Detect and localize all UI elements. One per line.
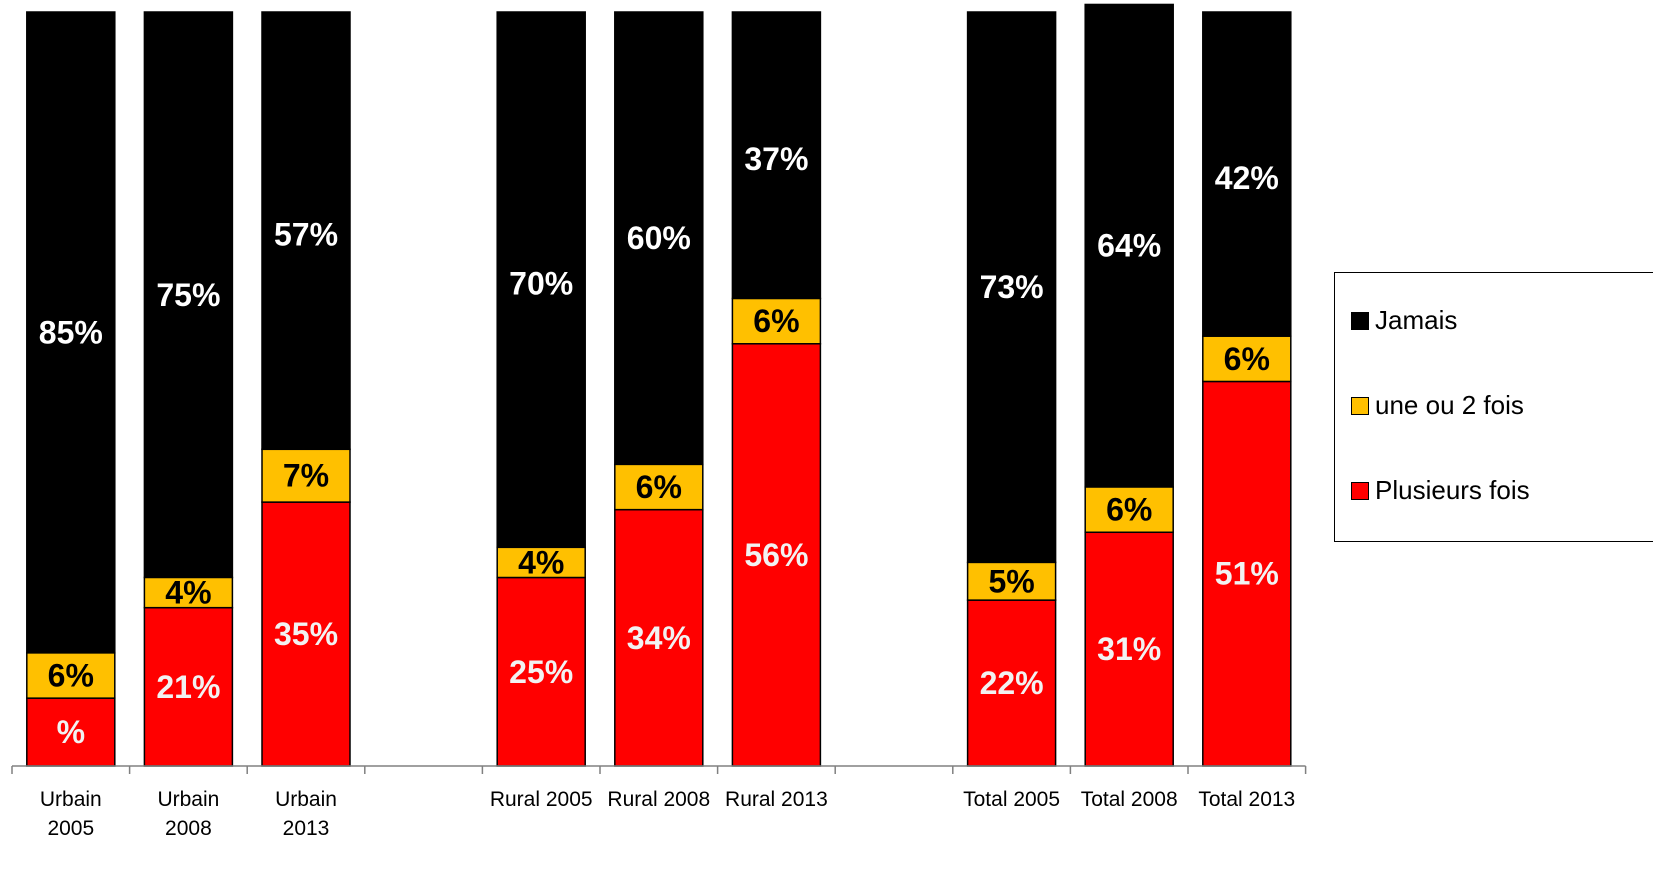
bar-une-ou-2-fois-6 — [731, 297, 822, 345]
data-label-une-ou-2-fois-9: 6% — [1224, 341, 1270, 377]
x-axis — [11, 765, 1307, 774]
bar-plusieurs-fois-8 — [1084, 531, 1174, 767]
bar-une-ou-2-fois-1 — [26, 652, 116, 699]
bar-plusieurs-fois-3 — [261, 501, 351, 767]
bar-jamais-5 — [614, 11, 704, 466]
data-label-une-ou-2-fois-6: 6% — [753, 303, 799, 339]
bar-plusieurs-fois-9 — [1202, 380, 1292, 767]
legend-label-jamais: Jamais — [1375, 305, 1458, 335]
category-label-5: Rural 2008 — [607, 788, 710, 811]
bars-layer: % 6% 85% 21% 4% 75% 35% 7% 57% 25% 4% 70% 34% 6% 60% 56… — [26, 3, 1292, 767]
data-label-jamais-5: 60% — [627, 220, 691, 256]
category-label-2: Urbain 2008 — [157, 788, 219, 840]
data-label-une-ou-2-fois-4: 4% — [518, 544, 564, 580]
legend-swatch-jamais — [1351, 311, 1369, 330]
data-label-plusieurs-fois-7: 22% — [980, 665, 1044, 701]
data-label-plusieurs-fois-3: 35% — [274, 616, 338, 652]
category-label-9: Total 2013 — [1198, 788, 1295, 811]
data-label-une-ou-2-fois-7: 5% — [988, 563, 1034, 599]
data-label-plusieurs-fois-2: 21% — [156, 669, 220, 705]
data-label-une-ou-2-fois-5: 6% — [636, 469, 682, 505]
bar-jamais-3 — [261, 11, 351, 451]
bar-une-ou-2-fois-8 — [1084, 486, 1174, 534]
data-label-une-ou-2-fois-2: 4% — [165, 575, 211, 611]
legend-item-plusieurs-fois: Plusieurs fois — [1351, 475, 1530, 506]
data-label-plusieurs-fois-8: 31% — [1097, 631, 1161, 667]
data-label-une-ou-2-fois-3: 7% — [283, 458, 329, 494]
bar-jamais-6 — [731, 11, 822, 300]
legend-swatch-une-ou-2-fois — [1351, 396, 1369, 415]
bar-jamais-9 — [1202, 11, 1292, 337]
data-label-plusieurs-fois-6: 56% — [744, 537, 808, 573]
data-label-jamais-8: 64% — [1097, 228, 1161, 264]
data-label-jamais-7: 73% — [980, 269, 1044, 305]
data-label-plusieurs-fois-1: % — [57, 714, 85, 750]
data-label-jamais-3: 57% — [274, 216, 338, 252]
bar-une-ou-2-fois-7 — [966, 561, 1057, 601]
legend-item-une-ou-2-fois: une ou 2 fois — [1351, 390, 1524, 421]
bar-jamais-1 — [26, 11, 116, 654]
data-label-plusieurs-fois-9: 51% — [1215, 556, 1279, 592]
bar-une-ou-2-fois-5 — [614, 463, 704, 511]
data-label-jamais-9: 42% — [1215, 160, 1279, 196]
data-label-jamais-2: 75% — [156, 277, 220, 313]
bar-une-ou-2-fois-3 — [261, 448, 351, 503]
data-label-jamais-1: 85% — [39, 314, 103, 350]
bar-une-ou-2-fois-2 — [143, 576, 234, 609]
bar-plusieurs-fois-6 — [731, 343, 822, 767]
legend-label-plusieurs-fois: Plusieurs fois — [1375, 475, 1530, 505]
category-label-7: Total 2005 — [963, 788, 1060, 811]
data-label-jamais-6: 37% — [744, 141, 808, 177]
bar-plusieurs-fois-1 — [26, 697, 116, 767]
legend: Jamais une ou 2 fois Plusieurs fois — [1334, 272, 1653, 542]
category-label-3: Urbain 2013 — [275, 788, 337, 840]
data-label-une-ou-2-fois-1: 6% — [48, 658, 94, 694]
legend-label-une-ou-2-fois: une ou 2 fois — [1375, 390, 1524, 420]
data-label-plusieurs-fois-5: 34% — [627, 620, 691, 656]
category-label-8: Total 2008 — [1081, 788, 1178, 811]
data-label-une-ou-2-fois-8: 6% — [1106, 492, 1152, 528]
category-labels: Urbain 2005 Urbain 2008 Urbain 2013 Rural 2005… — [40, 788, 1295, 840]
bar-plusieurs-fois-5 — [614, 508, 704, 767]
legend-swatch-plusieurs-fois — [1351, 481, 1369, 500]
category-label-1: Urbain 2005 — [40, 788, 102, 840]
category-label-4: Rural 2005 — [490, 788, 593, 811]
bar-une-ou-2-fois-9 — [1202, 335, 1292, 383]
bar-une-ou-2-fois-4 — [496, 546, 586, 579]
legend-item-jamais: Jamais — [1351, 305, 1457, 336]
data-label-jamais-4: 70% — [509, 265, 573, 301]
data-label-plusieurs-fois-4: 25% — [509, 654, 573, 690]
category-label-6: Rural 2013 — [725, 788, 828, 811]
bar-jamais-7 — [966, 11, 1057, 564]
